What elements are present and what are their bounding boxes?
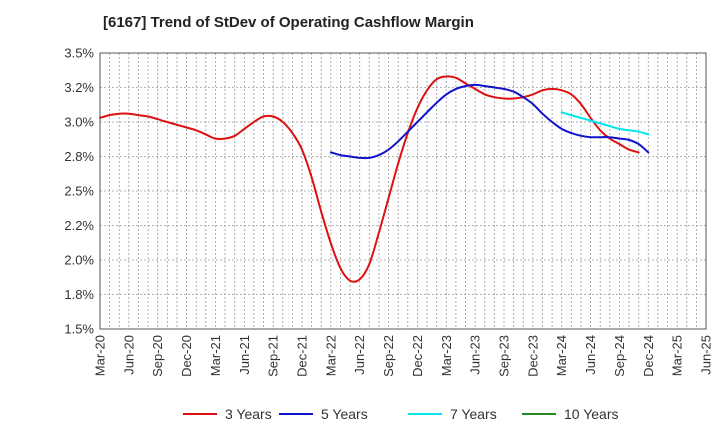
x-tick-label: Dec-20 [179, 335, 194, 377]
x-tick-label: Dec-21 [295, 335, 310, 377]
y-tick-label: 3.0% [64, 115, 94, 130]
series-lines [99, 75, 650, 283]
legend-label: 7 Years [450, 406, 497, 422]
series-line-3-years [99, 75, 640, 283]
x-tick-label: Sep-20 [150, 335, 165, 377]
x-tick-label: Mar-20 [93, 335, 108, 376]
x-tick-label: Dec-23 [525, 335, 540, 377]
x-tick-label: Jun-24 [583, 335, 598, 375]
legend: 3 Years 5 Years 7 Years 10 Years [183, 406, 619, 422]
x-tick-label: Sep-24 [612, 335, 627, 377]
x-tick-label: Jun-25 [699, 335, 714, 375]
x-tick-label: Jun-21 [237, 335, 252, 375]
y-tick-label: 1.8% [64, 287, 94, 302]
y-tick-label: 2.8% [64, 149, 94, 164]
x-tick-label: Mar-25 [670, 335, 685, 376]
series-line-5-years [329, 83, 650, 160]
x-tick-label: Mar-23 [439, 335, 454, 376]
plot-area-frame [99, 52, 707, 330]
x-tick-label: Jun-20 [121, 335, 136, 375]
chart-title: [6167] Trend of StDev of Operating Cashf… [103, 14, 474, 31]
legend-label: 3 Years [225, 406, 272, 422]
x-axis-ticks: Mar-20 Jun-20 Sep-20 Dec-20 Mar-21 Jun-21 Sep-… [93, 335, 714, 377]
y-tick-label: 2.5% [64, 184, 94, 199]
legend-label: 10 Years [564, 406, 619, 422]
legend-label: 5 Years [321, 406, 368, 422]
y-tick-label: 2.2% [64, 218, 94, 233]
y-tick-label: 3.5% [64, 46, 94, 61]
x-tick-label: Dec-24 [641, 335, 656, 377]
x-tick-label: Dec-22 [410, 335, 425, 377]
x-tick-label: Jun-23 [468, 335, 483, 375]
x-tick-label: Mar-24 [554, 335, 569, 376]
x-tick-label: Mar-21 [208, 335, 223, 376]
x-tick-label: Sep-21 [266, 335, 281, 377]
x-tick-label: Sep-22 [381, 335, 396, 377]
series-line-7-years [560, 111, 650, 136]
x-tick-label: Sep-23 [497, 335, 512, 377]
x-tick-label: Jun-22 [352, 335, 367, 375]
x-tick-label: Mar-22 [323, 335, 338, 376]
y-tick-label: 1.5% [64, 322, 94, 337]
y-axis-ticks: 1.5% 1.8% 2.0% 2.2% 2.5% 2.8% 3.0% 3.2% 3.5% [64, 46, 94, 337]
y-tick-label: 3.2% [64, 80, 94, 95]
y-tick-label: 2.0% [64, 253, 94, 268]
grid-lines [99, 52, 707, 330]
